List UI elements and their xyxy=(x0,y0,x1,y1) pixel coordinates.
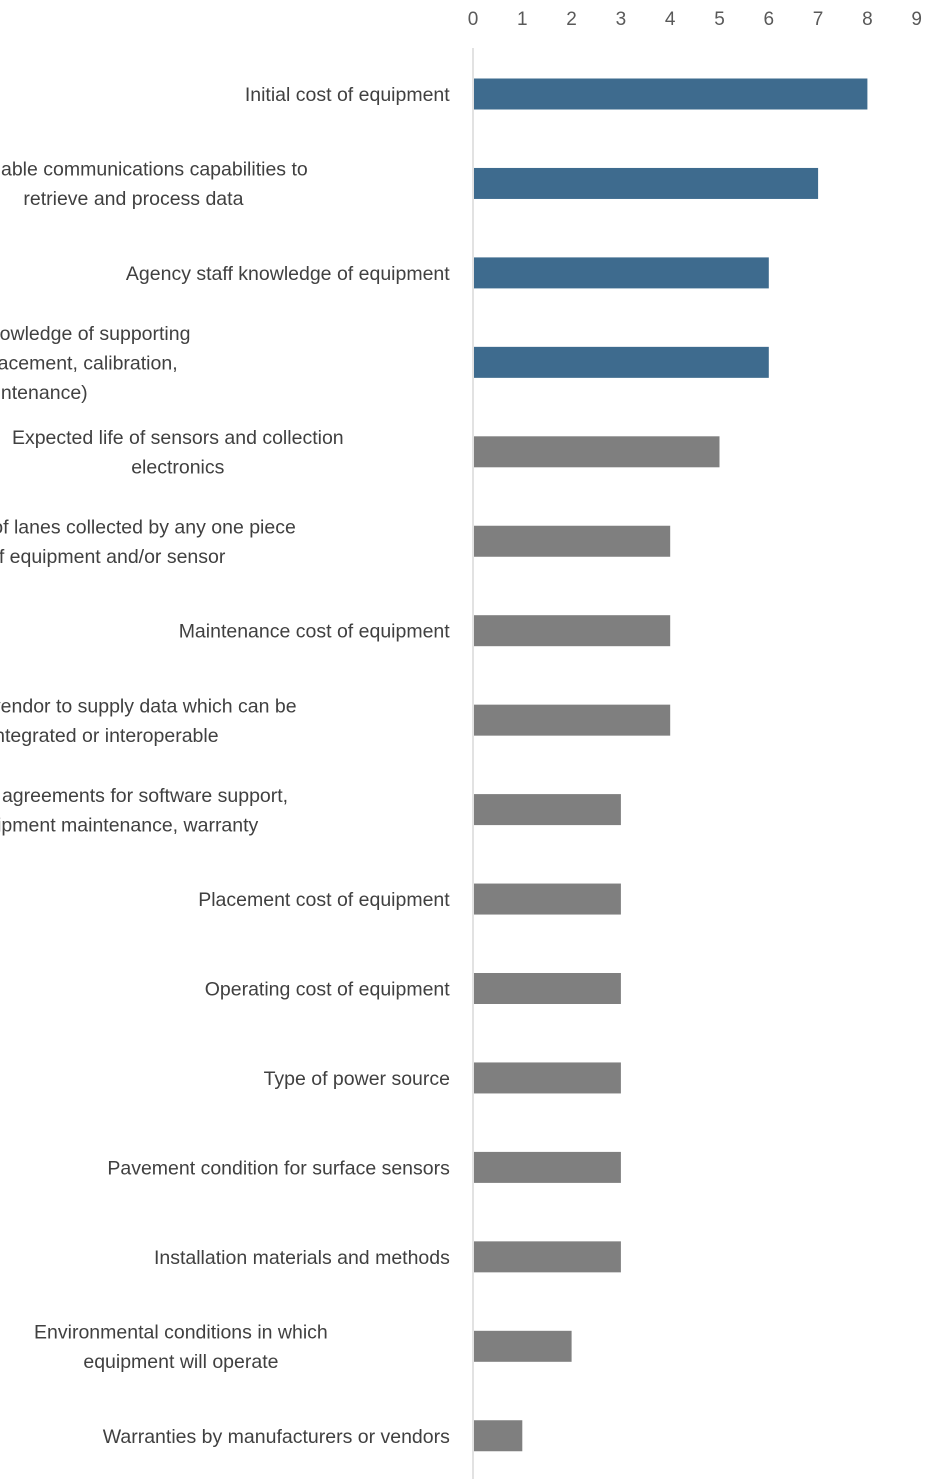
category-label: Pavement condition for surface sensors xyxy=(107,1157,450,1179)
x-tick-label: 0 xyxy=(468,9,479,30)
bar xyxy=(474,257,769,289)
category-label-line: Environmental conditions in which xyxy=(34,1322,328,1344)
category-label-line: Available communications capabilities to xyxy=(0,159,308,181)
bars xyxy=(474,78,868,1452)
category-label: Warranties by manufacturers or vendors xyxy=(103,1426,450,1448)
category-label-line: Agency staff knowledge of equipment xyxy=(126,263,450,285)
x-tick-label: 1 xyxy=(517,9,528,30)
category-label: Agency staff knowledge of supporting equi… xyxy=(0,323,190,404)
category-label-line: Type of power source xyxy=(264,1068,450,1090)
category-label: Agency staff knowledge of equipment xyxy=(126,263,450,285)
category-label: Available communications capabilities to… xyxy=(0,159,308,211)
category-label-line: Installation materials and methods xyxy=(154,1247,450,1269)
category-label-line: maintenance) xyxy=(0,382,88,404)
category-label-line: retrieve and process data xyxy=(23,188,243,210)
bar xyxy=(474,346,769,378)
category-label-line: equipment (placement, calibration, xyxy=(0,352,178,374)
bar xyxy=(474,883,621,915)
x-tick-label: 5 xyxy=(714,9,725,30)
category-label: Placement cost of equipment xyxy=(198,889,450,911)
category-label-line: Vendor agreements for software support, xyxy=(0,785,288,807)
bar xyxy=(474,973,621,1004)
x-tick-label: 3 xyxy=(616,9,627,30)
bar xyxy=(474,1420,523,1452)
category-label-line: integrated or interoperable xyxy=(0,725,219,747)
bar xyxy=(474,436,720,468)
category-labels: Initial cost of equipment Available commu… xyxy=(0,84,450,1448)
category-label-line: Operating cost of equipment xyxy=(205,979,451,1001)
bar xyxy=(474,794,621,826)
bar xyxy=(474,78,868,110)
category-label-line: equipment will operate xyxy=(83,1351,278,1373)
x-tick-label: 2 xyxy=(566,9,577,30)
category-label-line: Expected life of sensors and collection xyxy=(12,427,344,449)
category-label: Initial cost of equipment xyxy=(245,84,450,106)
category-label: Number of lanes collected by any one pie… xyxy=(0,517,296,569)
category-label: Expected life of sensors and collection e… xyxy=(12,427,344,479)
category-label: Operating cost of equipment xyxy=(205,979,451,1001)
x-tick-label: 7 xyxy=(813,9,824,30)
bar xyxy=(474,167,819,199)
category-label: Maintenance cost of equipment xyxy=(179,621,451,643)
bar xyxy=(474,1330,572,1362)
x-tick-label: 4 xyxy=(665,9,676,30)
x-tick-label: 8 xyxy=(862,9,873,30)
x-tick-label: 9 xyxy=(911,9,922,30)
category-label-line: of equipment and/or sensor xyxy=(0,546,226,568)
category-label: Environmental conditions in which equipme… xyxy=(34,1322,328,1374)
category-label-line: Placement cost of equipment xyxy=(198,889,450,911)
category-label: Installation materials and methods xyxy=(154,1247,450,1269)
category-label: Type of power source xyxy=(264,1068,450,1090)
category-label-line: Number of lanes collected by any one pie… xyxy=(0,517,296,539)
x-axis-ticks: 0 1 2 3 4 5 6 7 8 9 xyxy=(468,9,922,30)
category-label-line: Warranties by manufacturers or vendors xyxy=(103,1426,450,1448)
category-label-line: Initial cost of equipment xyxy=(245,84,450,106)
bar xyxy=(474,1151,621,1183)
category-label-line: Maintenance cost of equipment xyxy=(179,621,451,643)
x-tick-label: 6 xyxy=(764,9,775,30)
bar xyxy=(474,704,671,736)
category-label-line: Agency staff knowledge of supporting xyxy=(0,323,190,345)
category-label-line: equipment maintenance, warranty xyxy=(0,814,259,836)
category-label-line: electronics xyxy=(131,457,224,479)
bar xyxy=(474,1241,621,1273)
category-label-line: Pavement condition for surface sensors xyxy=(107,1157,450,1179)
bar xyxy=(474,525,671,557)
category-label: Ability of vendor to supply data which c… xyxy=(0,695,297,747)
bar xyxy=(474,1062,621,1094)
category-label-line: Ability of vendor to supply data which c… xyxy=(0,695,297,717)
category-label: Vendor agreements for software support, e… xyxy=(0,785,288,837)
bar xyxy=(474,615,671,647)
